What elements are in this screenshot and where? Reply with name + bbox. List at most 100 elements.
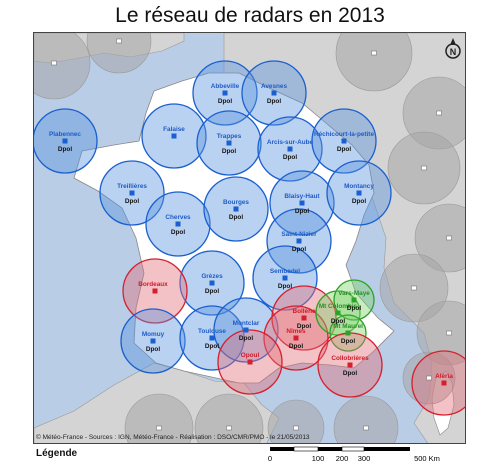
radar-name-nimes: Nîmes <box>286 328 306 335</box>
foreign-radar-marker <box>371 50 377 56</box>
foreign-radar-coverage <box>86 33 152 74</box>
radar-name-blaisy-haut: Blaisy-Haut <box>284 193 320 200</box>
radar-marker-grezes <box>209 280 215 286</box>
foreign-radar-coverage <box>267 399 325 443</box>
scale-label: 300 <box>358 454 371 463</box>
radar-status-arcis-sur-aube: Dpol <box>283 154 297 161</box>
scale-bar: 0 100 200 300 500 Km <box>255 445 485 465</box>
radar-status-bollene: Dpol <box>297 323 311 330</box>
radar-name-vars-maye: Vars-Maye <box>338 290 370 297</box>
radar-marker-toulouse <box>209 335 215 341</box>
foreign-radar-coverage <box>124 393 194 443</box>
radar-name-montclar: Montclar <box>233 320 260 327</box>
credits-text: © Météo-France - Sources : IGN, Météo-Fr… <box>36 434 310 441</box>
scale-segment <box>364 447 410 451</box>
radar-name-arcis-sur-aube: Arcis-sur-Aube <box>267 139 314 146</box>
radar-marker-mt-colombis <box>335 310 341 316</box>
radar-status-nimes: Dpol <box>289 343 303 350</box>
radar-marker-treillieres <box>129 190 135 196</box>
radar-status-collobrieres: Dpol <box>343 370 357 377</box>
foreign-radar-marker <box>116 38 122 44</box>
radar-name-grezes: Grèzes <box>201 273 223 280</box>
north-arrow: N <box>442 36 464 66</box>
foreign-radar-marker <box>446 235 452 241</box>
radar-name-momuy: Momuy <box>142 331 165 338</box>
radar-marker-trappes <box>226 140 232 146</box>
scale-segment <box>341 446 365 452</box>
radar-status-toulouse: Dpol <box>205 343 219 350</box>
map-title: Le réseau de radars en 2013 <box>115 4 385 27</box>
scale-label: 200 <box>336 454 349 463</box>
scale-bar-graphic: 0 100 200 300 500 Km <box>268 446 440 463</box>
radar-marker-cherves <box>175 221 181 227</box>
foreign-radar-coverage <box>335 33 413 92</box>
radar-name-abbeville: Abbeville <box>211 83 240 90</box>
foreign-radar-marker <box>156 425 162 431</box>
radar-name-sembadel: Sembadel <box>270 268 300 275</box>
foreign-radar-marker <box>411 285 417 291</box>
radar-marker-layer: Abbeville Dpol Avesnes Dpol Plabennec Dpol Fal… <box>49 38 453 431</box>
foreign-radar-marker <box>421 165 427 171</box>
radar-name-bordeaux: Bordeaux <box>138 281 168 288</box>
radar-marker-collobrieres <box>347 362 353 368</box>
radar-marker-rechicourt-la-petite <box>341 138 347 144</box>
radar-name-avesnes: Avesnes <box>261 83 287 90</box>
radar-status-mt-maurel: Dpol <box>341 338 355 345</box>
foreign-radar-marker <box>226 425 232 431</box>
radar-status-avesnes: Dpol <box>267 98 281 105</box>
radar-status-sembadel: Dpol <box>278 283 292 290</box>
radar-status-cherves: Dpol <box>171 229 185 236</box>
radar-marker-aleria <box>441 380 447 386</box>
radar-marker-montancy <box>356 190 362 196</box>
radar-marker-opoul <box>247 359 253 365</box>
radar-status-montancy: Dpol <box>352 198 366 205</box>
radar-name-treillieres: Treillières <box>117 183 147 190</box>
radar-name-toulouse: Toulouse <box>198 328 226 335</box>
radar-name-bollene: Bollène <box>292 308 316 315</box>
radar-status-momuy: Dpol <box>146 346 160 353</box>
north-label: N <box>450 47 457 57</box>
scale-segment <box>293 446 319 452</box>
radar-marker-arcis-sur-aube <box>287 146 293 152</box>
foreign-radar-marker <box>436 110 442 116</box>
scale-label: 100 <box>312 454 325 463</box>
radar-name-saint-nizier: Saint-Nizier <box>281 231 317 238</box>
radar-status-vars-maye: Dpol <box>347 305 361 312</box>
radar-name-trappes: Trappes <box>217 133 242 140</box>
radar-marker-avesnes <box>271 90 277 96</box>
radar-status-grezes: Dpol <box>205 288 219 295</box>
radar-marker-sembadel <box>282 275 288 281</box>
radar-marker-saint-nizier <box>296 238 302 244</box>
radar-name-montancy: Montancy <box>344 183 374 190</box>
radar-marker-nimes <box>293 335 299 341</box>
radar-name-mt-maurel: Mt Maurel <box>333 323 363 330</box>
radar-name-aleria: Aléria <box>435 373 453 380</box>
radar-marker-mt-maurel <box>345 330 351 336</box>
radar-marker-bordeaux <box>152 288 158 294</box>
radar-coverage-aleria <box>411 350 465 416</box>
radar-marker-montclar <box>243 327 249 333</box>
radar-status-rechicourt-la-petite: Dpol <box>337 146 351 153</box>
scale-segment <box>270 447 294 451</box>
radar-status-bourges: Dpol <box>229 214 243 221</box>
foreign-radar-coverage <box>194 393 264 443</box>
radar-name-falaise: Falaise <box>163 126 185 133</box>
radar-marker-plabennec <box>62 138 68 144</box>
radar-marker-blaisy-haut <box>299 200 305 206</box>
radar-status-mt-colombis: Dpol <box>331 318 345 325</box>
radar-marker-vars-maye <box>351 297 357 303</box>
foreign-radar-marker <box>293 425 299 431</box>
radar-name-rechicourt-la-petite: Réchicourt-la-petite <box>314 131 374 138</box>
north-arrow-icon: N <box>445 38 461 59</box>
foreign-radar-marker <box>426 375 432 381</box>
foreign-radar-marker <box>363 425 369 431</box>
scale-segment <box>318 447 342 451</box>
radar-status-treillieres: Dpol <box>125 198 139 205</box>
scale-label: 0 <box>268 454 272 463</box>
radar-marker-momuy <box>150 338 156 344</box>
foreign-radar-marker <box>51 60 57 66</box>
radar-status-saint-nizier: Dpol <box>292 246 306 253</box>
foreign-radar-marker <box>446 330 452 336</box>
radar-name-collobrieres: Collobrières <box>331 355 369 362</box>
map-canvas: Abbeville Dpol Avesnes Dpol Plabennec Dpol Fal… <box>34 33 465 443</box>
